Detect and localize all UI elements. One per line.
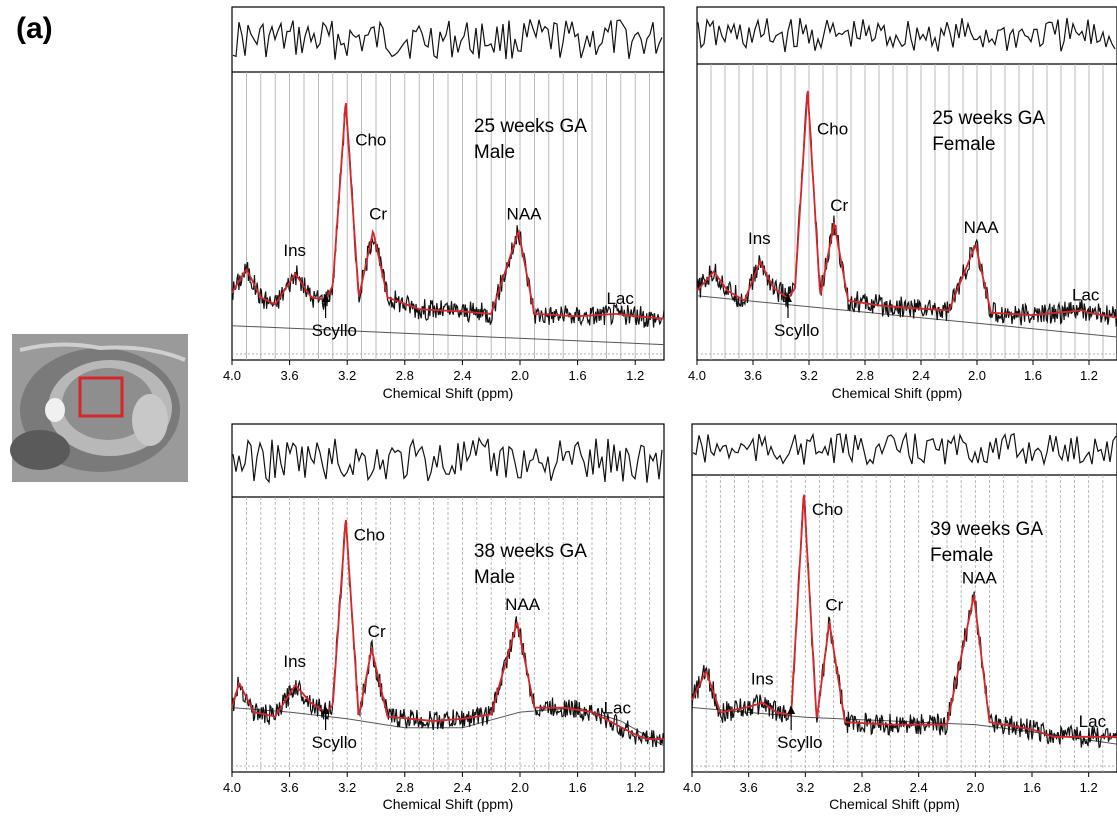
spectrum-panel-38wk-male: Cho Cr NAA Ins Scyllo Lac 38 weeks GA Male 4.0 3.… <box>223 423 665 812</box>
x-tick-label: 3.6 <box>281 368 299 383</box>
panel-annotation-line: Male <box>474 142 515 163</box>
peak-label-lac: Lac <box>606 289 634 308</box>
x-tick-label: 3.6 <box>740 780 758 795</box>
x-tick-label: 1.2 <box>1080 780 1098 795</box>
peak-label-naa: NAA <box>505 595 541 614</box>
x-tick-label: 1.2 <box>626 780 644 795</box>
residual-trace <box>232 436 663 484</box>
x-tick-label: 3.2 <box>800 368 818 383</box>
scyllo-arrowhead <box>787 706 796 714</box>
x-tick-label: 1.6 <box>569 780 587 795</box>
x-tick-label: 4.0 <box>223 780 241 795</box>
peak-label-cr: Cr <box>368 622 386 641</box>
x-tick-label: 2.0 <box>511 368 529 383</box>
panel-annotation-line: 38 weeks GA <box>474 541 587 562</box>
spectrum-fit-line <box>231 102 665 320</box>
x-tick-label: 3.2 <box>796 780 814 795</box>
x-tick-label: 1.6 <box>569 368 587 383</box>
x-tick-label: 4.0 <box>688 368 706 383</box>
residual-trace <box>232 19 663 60</box>
x-tick-label: 2.8 <box>396 368 414 383</box>
peak-label-cr: Cr <box>830 196 848 215</box>
panel-annotation-line: 39 weeks GA <box>930 519 1043 540</box>
peak-label-scyllo: Scyllo <box>312 733 357 752</box>
panel-label: (a) <box>16 12 53 45</box>
x-tick-label: 2.0 <box>968 368 986 383</box>
peak-label-cr: Cr <box>825 595 843 614</box>
x-axis-title: Chemical Shift (ppm) <box>832 385 963 401</box>
peak-label-scyllo: Scyllo <box>312 321 357 340</box>
x-tick-label: 2.4 <box>910 780 928 795</box>
peak-label-cho: Cho <box>812 500 843 519</box>
peak-label-cho: Cho <box>355 130 386 149</box>
peak-label-scyllo: Scyllo <box>777 733 822 752</box>
spectrum-fit-line <box>696 90 1117 319</box>
peak-label-ins: Ins <box>283 652 306 671</box>
panel-annotation-line: Female <box>932 134 995 155</box>
x-tick-label: 2.8 <box>396 780 414 795</box>
peak-label-cr: Cr <box>369 204 387 223</box>
panel-annotation-line: Male <box>474 567 515 588</box>
spectrum-panel-39wk-female: Cho Cr NAA Ins Scyllo Lac 39 weeks GA Female 4.0… <box>683 423 1117 812</box>
x-axis-title: Chemical Shift (ppm) <box>383 796 514 812</box>
mri-thumbnail <box>10 334 188 482</box>
peak-label-cho: Cho <box>354 526 385 545</box>
residual-trace <box>697 17 1116 53</box>
peak-label-lac: Lac <box>604 698 632 717</box>
residual-trace <box>692 431 1117 467</box>
peak-label-ins: Ins <box>283 241 306 260</box>
spectrum-fit-line <box>691 494 1117 738</box>
scyllo-arrowhead <box>321 294 330 302</box>
scyllo-arrowhead <box>784 294 792 302</box>
roi-box <box>78 376 124 418</box>
peak-label-ins: Ins <box>748 229 771 248</box>
x-tick-label: 2.8 <box>853 780 871 795</box>
panel-annotation-line: Female <box>930 545 993 566</box>
x-tick-label: 3.2 <box>338 780 356 795</box>
x-tick-label: 4.0 <box>683 780 701 795</box>
panel-annotation-line: 25 weeks GA <box>474 116 587 137</box>
baseline-curve <box>231 325 665 346</box>
x-tick-label: 1.6 <box>1023 780 1041 795</box>
x-tick-label: 2.0 <box>966 780 984 795</box>
spectrum-fit-line <box>231 519 664 740</box>
x-tick-label: 3.2 <box>338 368 356 383</box>
x-tick-label: 1.6 <box>1024 368 1042 383</box>
x-tick-label: 2.8 <box>856 368 874 383</box>
x-tick-label: 2.4 <box>453 368 471 383</box>
x-tick-label: 2.4 <box>912 368 930 383</box>
peak-label-scyllo: Scyllo <box>774 321 819 340</box>
spectrum-data-line <box>231 524 665 748</box>
baseline-curve <box>696 295 1117 338</box>
spectrum-data-line <box>691 500 1117 749</box>
spectrum-panel-25wk-female: Cho Cr NAA Ins Scyllo Lac 25 weeks GA Female 4.0… <box>688 6 1117 401</box>
x-tick-label: 2.0 <box>511 780 529 795</box>
x-tick-label: 4.0 <box>223 368 241 383</box>
peak-label-naa: NAA <box>964 218 1000 237</box>
peak-label-cho: Cho <box>817 119 848 138</box>
x-axis-title: Chemical Shift (ppm) <box>383 385 514 401</box>
x-tick-label: 2.4 <box>453 780 471 795</box>
x-axis-title: Chemical Shift (ppm) <box>829 796 960 812</box>
panel-annotation-line: 25 weeks GA <box>932 108 1045 129</box>
peak-label-naa: NAA <box>962 568 998 587</box>
x-tick-label: 3.6 <box>281 780 299 795</box>
x-tick-label: 1.2 <box>1080 368 1098 383</box>
spectrum-panel-25wk-male: Cho Cr NAA Ins Scyllo Lac 25 weeks GA Male 4.0 3.… <box>223 6 665 401</box>
peak-label-lac: Lac <box>1079 712 1107 731</box>
peak-label-naa: NAA <box>507 204 543 223</box>
peak-label-ins: Ins <box>751 670 774 689</box>
x-tick-label: 1.2 <box>626 368 644 383</box>
scyllo-arrowhead <box>321 706 330 714</box>
peak-label-lac: Lac <box>1072 285 1100 304</box>
x-tick-label: 3.6 <box>744 368 762 383</box>
